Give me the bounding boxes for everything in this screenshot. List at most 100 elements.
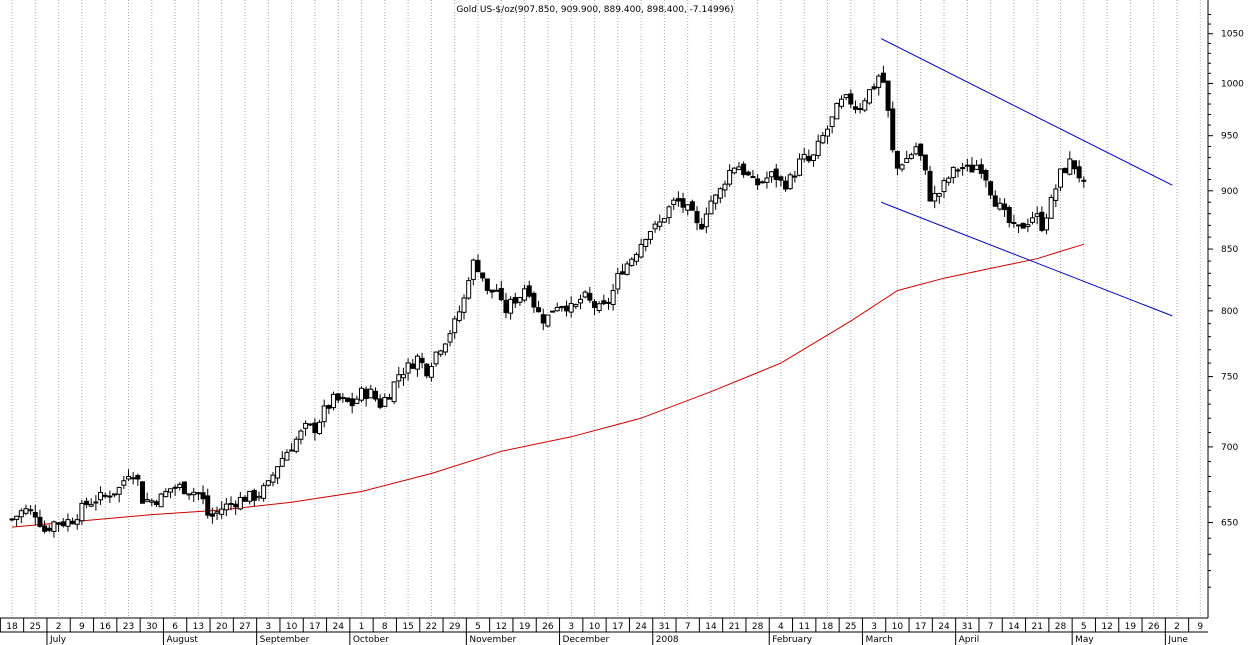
- candle-up: [163, 491, 169, 498]
- y-tick-label: 700: [1221, 443, 1238, 453]
- candle-down: [349, 398, 355, 407]
- candle-down: [694, 211, 700, 224]
- candle-up: [671, 199, 677, 206]
- candle-up: [731, 167, 737, 174]
- x-tick-label: 13: [193, 622, 204, 632]
- candle-up: [787, 174, 793, 190]
- candle-up: [913, 146, 919, 155]
- candle-up: [23, 508, 29, 514]
- candle-up: [298, 430, 304, 440]
- candle-up: [88, 503, 94, 507]
- candle-down: [531, 292, 537, 308]
- x-tick-label: 14: [705, 622, 717, 632]
- candle-up: [256, 495, 262, 499]
- x-tick-label: 31: [659, 622, 670, 632]
- x-tick-label: 5: [475, 622, 481, 632]
- candle-up: [633, 254, 639, 262]
- candle-down: [419, 357, 425, 364]
- candle-up: [466, 280, 472, 299]
- y-tick-label: 850: [1221, 245, 1238, 255]
- month-label: May: [1075, 635, 1094, 645]
- candle-up: [65, 519, 71, 527]
- candle-down: [102, 494, 108, 497]
- candle-up: [946, 177, 952, 183]
- candle-down: [894, 150, 900, 169]
- candle-up: [750, 176, 756, 179]
- y-tick-label: 800: [1221, 307, 1238, 317]
- month-label: April: [959, 635, 980, 645]
- x-tick-label: 27: [239, 622, 250, 632]
- candle-up: [843, 94, 849, 99]
- x-tick-label: 4: [778, 622, 784, 632]
- candle-up: [1016, 224, 1022, 227]
- candle-up: [713, 194, 719, 204]
- candle-up: [293, 438, 299, 452]
- candle-down: [135, 475, 141, 480]
- month-label: September: [260, 635, 310, 645]
- candle-up: [219, 508, 225, 515]
- candle-down: [503, 299, 509, 314]
- candle-up: [1025, 224, 1031, 228]
- x-tick-label: 15: [402, 622, 413, 632]
- candle-up: [708, 200, 714, 215]
- candle-down: [1062, 167, 1068, 174]
- moving-average-line: [11, 243, 1084, 528]
- x-tick-label: 20: [216, 622, 228, 632]
- candle-up: [936, 193, 942, 197]
- candle-down: [84, 500, 90, 506]
- x-tick-label: 17: [612, 622, 623, 632]
- x-tick-label: 8: [382, 622, 388, 632]
- candle-up: [442, 343, 448, 353]
- candle-down: [992, 195, 998, 207]
- x-tick-label: 21: [729, 622, 740, 632]
- x-tick-label: 2: [56, 622, 62, 632]
- candle-up: [303, 422, 309, 429]
- candle-up: [470, 259, 476, 280]
- candle-down: [32, 511, 38, 518]
- candle-up: [638, 243, 644, 258]
- x-tick-label: 12: [1101, 622, 1112, 632]
- candle-down: [475, 259, 481, 273]
- candle-down: [848, 93, 854, 105]
- x-tick-label: 19: [519, 622, 531, 632]
- x-tick-label: 14: [1008, 622, 1020, 632]
- candle-up: [228, 502, 234, 505]
- x-tick-label: 11: [798, 622, 809, 632]
- candle-up: [554, 307, 560, 312]
- candle-down: [918, 143, 924, 157]
- y-tick-label: 650: [1221, 518, 1238, 528]
- candle-up: [950, 166, 956, 179]
- y-tick-label: 950: [1221, 132, 1238, 142]
- candle-down: [205, 495, 211, 516]
- candle-up: [51, 521, 57, 532]
- candle-up: [428, 366, 434, 378]
- candle-up: [112, 493, 118, 496]
- month-label: December: [563, 635, 610, 645]
- candle-down: [410, 363, 416, 369]
- candle-up: [270, 474, 276, 483]
- candle-up: [452, 318, 458, 334]
- candle-down: [741, 163, 747, 176]
- x-tick-label: 31: [962, 622, 973, 632]
- x-tick-label: 17: [915, 622, 926, 632]
- candle-up: [382, 397, 388, 407]
- candle-up: [797, 158, 803, 176]
- candle-down: [70, 520, 76, 525]
- candle-down: [37, 516, 43, 527]
- candle-up: [368, 388, 374, 399]
- candle-down: [60, 521, 66, 527]
- candle-up: [28, 509, 34, 512]
- candle-up: [438, 350, 444, 355]
- month-label: February: [772, 635, 813, 645]
- x-tick-label: 28: [1055, 622, 1067, 632]
- candle-up: [391, 381, 397, 403]
- candle-up: [284, 451, 290, 461]
- candle-down: [9, 518, 15, 521]
- candle-down: [1081, 179, 1087, 182]
- candle-down: [964, 164, 970, 167]
- candle-up: [815, 140, 821, 156]
- candle-up: [517, 297, 523, 303]
- candle-up: [722, 183, 728, 191]
- candle-up: [275, 466, 281, 479]
